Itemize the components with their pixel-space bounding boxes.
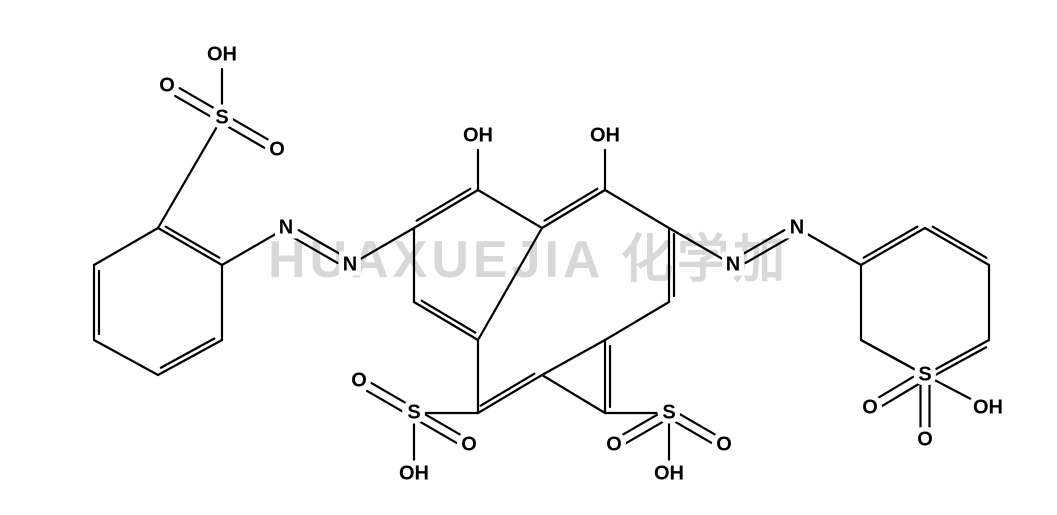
atom-label-s_r_oh: OH	[654, 462, 684, 484]
atom-label-sR_o2: O	[917, 428, 933, 450]
atom-label-nR1: N	[726, 253, 740, 275]
atom-label-s_l_oh: OH	[399, 462, 429, 484]
atom-label-sL: S	[215, 106, 228, 128]
atom-label-oh1: OH	[463, 124, 493, 146]
atom-label-s_l: S	[407, 401, 420, 423]
atom-label-nR2: N	[790, 216, 804, 238]
atom-label-sR_o1: O	[862, 396, 878, 418]
atom-label-s_r_o1: O	[606, 433, 622, 455]
molecule-diagram: OHOHOHOHSSOOOOOHOHSSOOOOOHOHNNNNNNNNSSOH…	[0, 0, 1057, 515]
atom-label-s_r_o2: O	[716, 433, 732, 455]
atom-label-s_l_o2: O	[461, 433, 477, 455]
atom-label-sL_o1: O	[159, 74, 175, 96]
atom-label-sL_o2: O	[269, 138, 285, 160]
atom-label-nL2: N	[279, 216, 293, 238]
atom-labels-group: OHOHOHOHSSOOOOOHOHSSOOOOOHOHNNNNNNNNSSOH…	[159, 43, 1003, 484]
atom-label-sR: S	[918, 363, 931, 385]
atom-label-sR_oh: OH	[973, 396, 1003, 418]
atom-label-oh2: OH	[590, 124, 620, 146]
atom-label-nL1: N	[343, 253, 357, 275]
atom-label-sL_oh: OH	[207, 43, 237, 65]
atom-label-s_l_o1: O	[351, 369, 367, 391]
atom-label-s_r: S	[662, 401, 675, 423]
